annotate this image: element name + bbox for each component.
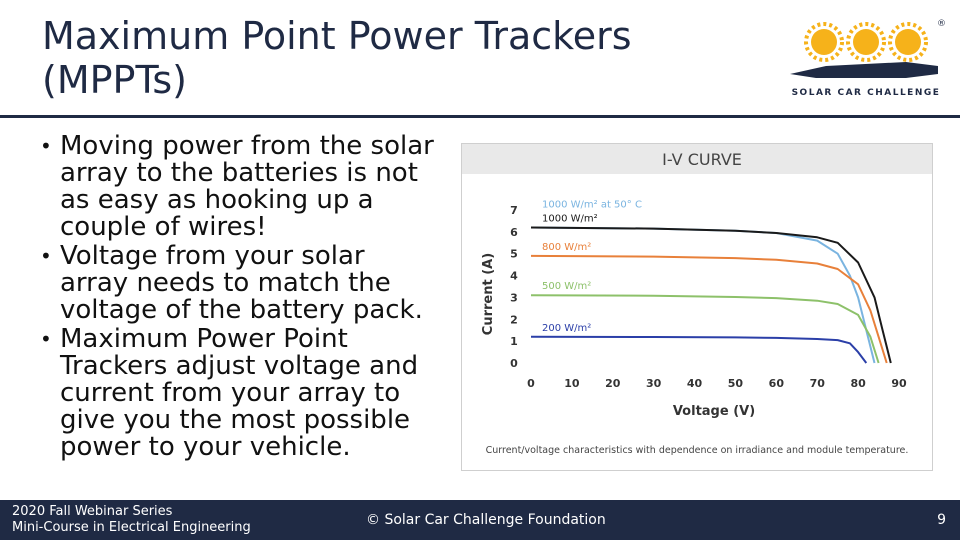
y-tick-label: 2 <box>510 313 518 326</box>
footer-series: 2020 Fall Webinar Series Mini-Course in … <box>12 504 251 536</box>
car-icon <box>790 62 938 78</box>
footer-copyright: © Solar Car Challenge Foundation <box>366 512 606 528</box>
footer-bar: 2020 Fall Webinar Series Mini-Course in … <box>0 500 960 540</box>
iv-curve-chart: I-V CURVE 0 1 2 3 4 5 6 7 0 10 20 30 40 50 60 70 80 90 1… <box>461 143 933 471</box>
series-label: 200 W/m² <box>542 323 591 334</box>
x-tick-label: 0 <box>527 377 535 390</box>
registered-mark: ® <box>937 19 946 29</box>
solar-car-challenge-logo: ® SOLAR CAR CHALLENGE <box>786 16 946 106</box>
series-label: 1000 W/m² <box>542 213 598 224</box>
y-tick-label: 7 <box>510 204 518 217</box>
title-divider <box>0 115 960 118</box>
series-line <box>530 294 880 364</box>
x-tick-label: 60 <box>769 377 785 390</box>
footer-line-1: 2020 Fall Webinar Series <box>12 504 173 519</box>
series-label: 500 W/m² <box>542 281 591 292</box>
bullet-list: Moving power from the solar array to the… <box>40 133 440 463</box>
series-line <box>530 226 892 364</box>
x-tick-label: 40 <box>687 377 703 390</box>
x-tick-label: 10 <box>564 377 580 390</box>
sun-icon <box>888 22 928 62</box>
y-tick-label: 3 <box>510 291 518 304</box>
x-tick-label: 30 <box>646 377 662 390</box>
logo-graphic: ® <box>790 19 946 78</box>
title-line-2: (MPPTs) <box>42 58 187 102</box>
title-line-1: Maximum Point Power Trackers <box>42 14 632 58</box>
footer-line-2: Mini-Course in Electrical Engineering <box>12 520 251 535</box>
y-tick-label: 4 <box>510 270 518 283</box>
page-number: 9 <box>937 512 946 528</box>
chart-title-bar <box>462 144 932 174</box>
slide-title: Maximum Point Power Trackers (MPPTs) <box>42 14 742 102</box>
bullet-item: Moving power from the solar array to the… <box>40 133 440 241</box>
series-line <box>530 254 888 364</box>
y-tick-label: 6 <box>510 226 518 239</box>
sun-icon <box>804 22 844 62</box>
x-tick-label: 50 <box>728 377 744 390</box>
series-line <box>530 335 868 364</box>
chart-caption: Current/voltage characteristics with dep… <box>486 445 909 456</box>
bullet-item: Maximum Power Point Trackers adjust volt… <box>40 326 440 461</box>
x-tick-label: 70 <box>810 377 826 390</box>
chart-svg: I-V CURVE 0 1 2 3 4 5 6 7 0 10 20 30 40 50 60 70 80 90 1… <box>462 144 932 456</box>
y-tick-label: 1 <box>510 335 518 348</box>
series-label: 1000 W/m² at 50° C <box>542 199 642 210</box>
y-tick-label: 5 <box>510 248 518 261</box>
bullet-item: Voltage from your solar array needs to m… <box>40 243 440 324</box>
series-label: 800 W/m² <box>542 242 591 253</box>
y-tick-label: 0 <box>510 357 518 370</box>
sun-icon <box>846 22 886 62</box>
x-axis-label: Voltage (V) <box>673 404 755 419</box>
x-tick-label: 80 <box>850 377 866 390</box>
y-axis-label: Current (A) <box>481 253 496 335</box>
chart-title: I-V CURVE <box>662 150 742 169</box>
logo-caption: SOLAR CAR CHALLENGE <box>791 88 941 98</box>
x-tick-label: 90 <box>891 377 907 390</box>
x-tick-label: 20 <box>605 377 621 390</box>
